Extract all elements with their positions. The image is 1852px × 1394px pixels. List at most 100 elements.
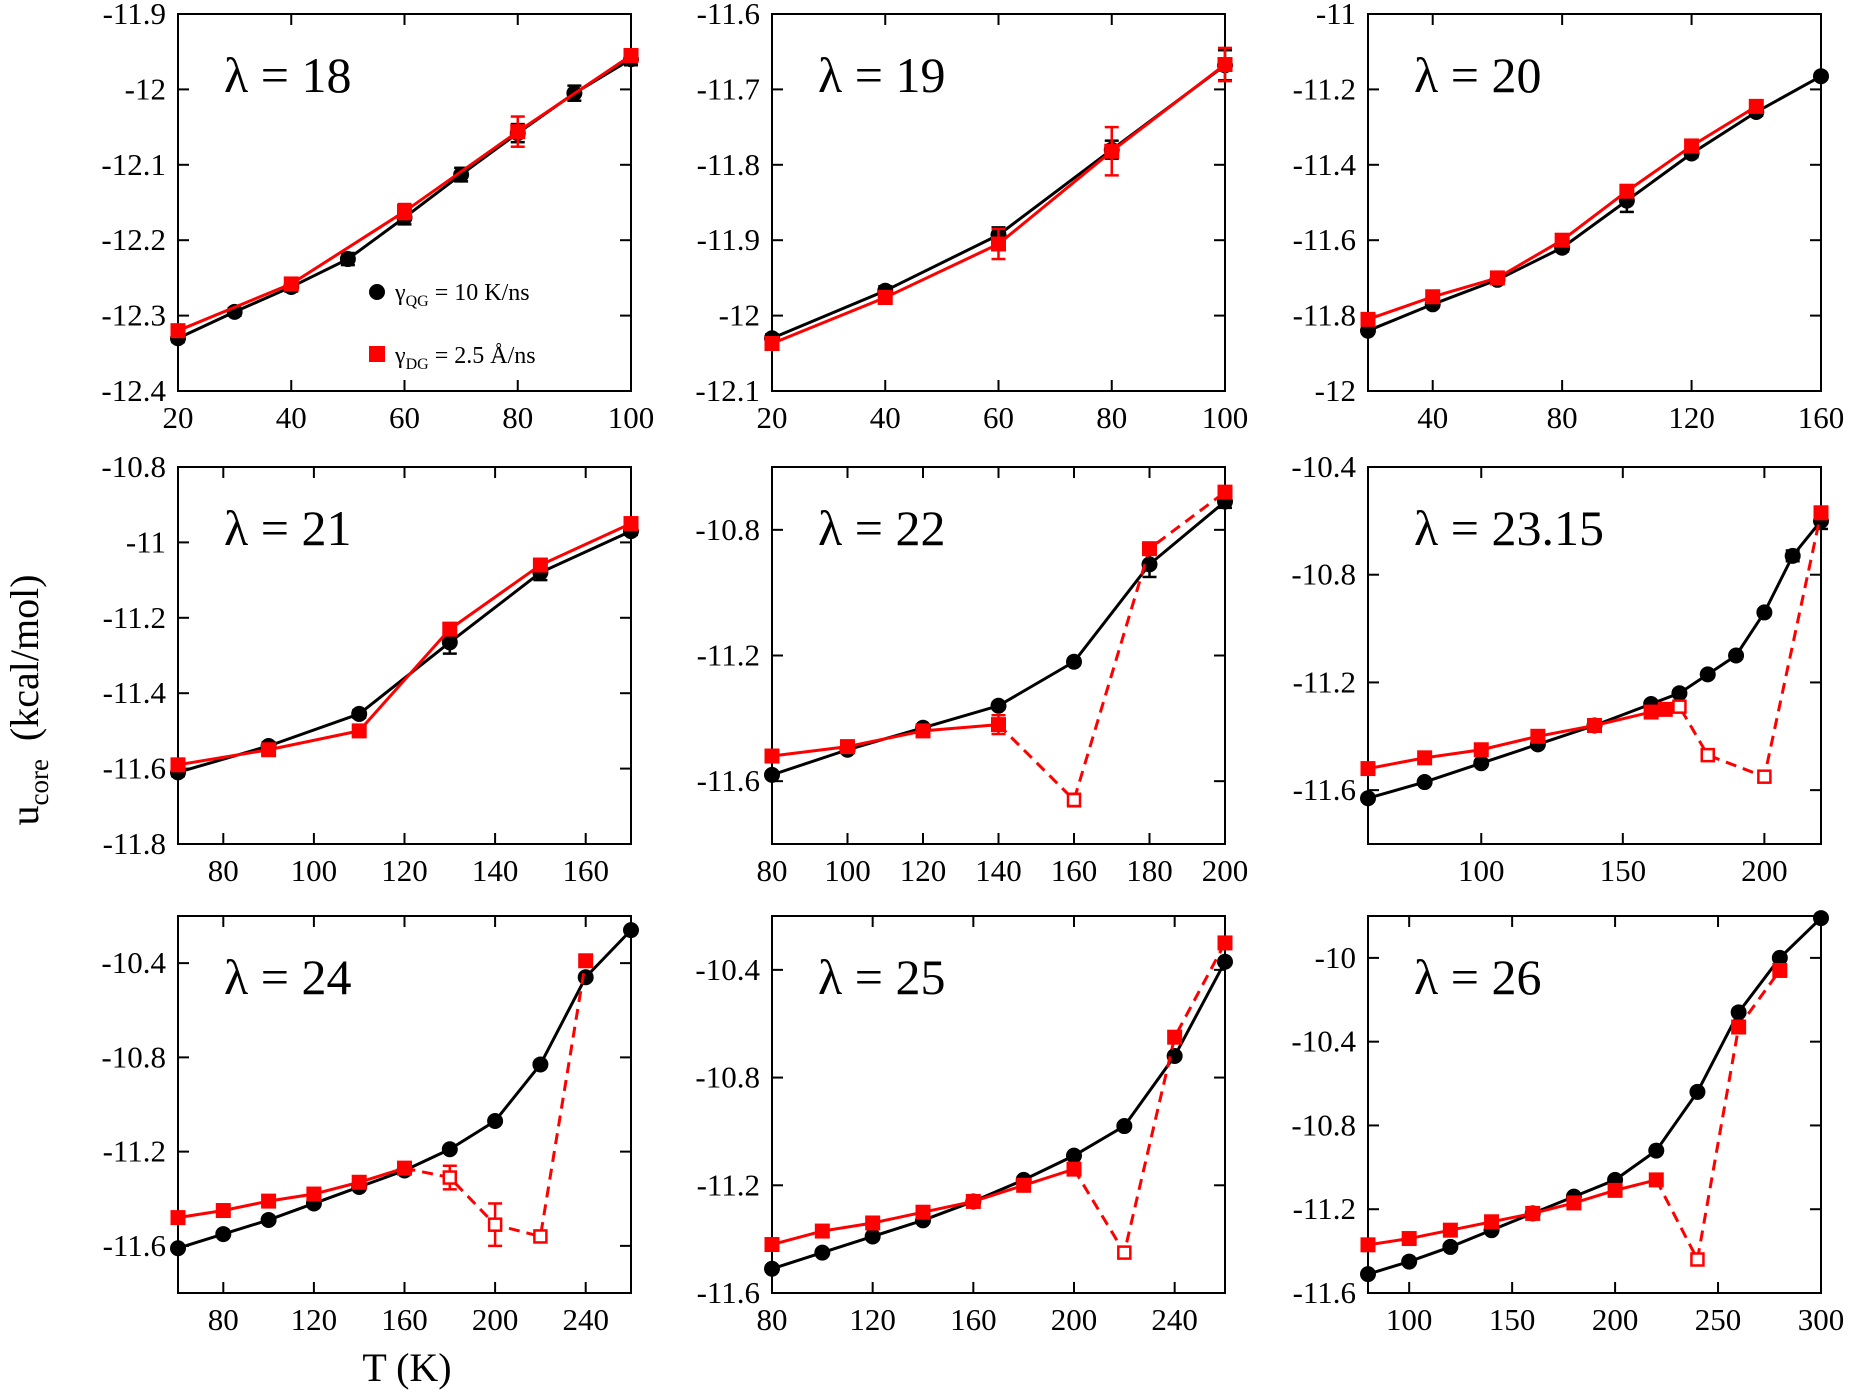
series-line xyxy=(177,522,632,767)
x-tick-label: 160 xyxy=(562,853,609,888)
series-dg xyxy=(170,47,639,339)
series-line-dashed xyxy=(997,490,1226,803)
x-tick-label: 60 xyxy=(983,400,1014,435)
y-tick-label: -11.4 xyxy=(103,675,167,710)
x-tick-label: 120 xyxy=(900,853,947,888)
x-tick-label: 200 xyxy=(1741,853,1788,888)
data-point xyxy=(1489,270,1505,286)
data-point xyxy=(1554,232,1570,248)
y-tick-label: -11.6 xyxy=(697,1275,760,1310)
series-dg xyxy=(1360,98,1764,327)
series-qg xyxy=(170,523,639,781)
y-tick-label: -11.6 xyxy=(103,1228,166,1263)
x-tick-label: 160 xyxy=(381,1302,428,1337)
y-axis-title: ucore (kcal/mol) xyxy=(2,574,54,825)
x-tick-label: 20 xyxy=(163,400,194,435)
y-tick-label: -11.2 xyxy=(1293,1191,1356,1226)
series-line-dashed xyxy=(1072,942,1227,1257)
x-tick-label: 60 xyxy=(389,400,420,435)
data-point-hollow xyxy=(1672,699,1687,714)
panel-4: 80 100 120 140 160 -11.8 -11.6 -11.4 -11.2 -11 -10… xyxy=(101,449,639,888)
panel-3: 40 80 120 160 -12 -11.8 -11.6 -11.4 -11.2 -11 λ = … xyxy=(1293,0,1845,435)
x-tick-label: 300 xyxy=(1798,1302,1845,1337)
panel-9: 100 150 200 250 300 -11.6 -11.2 -10.8 -10.4 -10 λ … xyxy=(1291,910,1844,1337)
data-point xyxy=(623,922,639,939)
y-tick-label: -12.2 xyxy=(101,222,166,257)
x-tick-label: 100 xyxy=(824,853,871,888)
data-point xyxy=(1401,1253,1418,1270)
panels-group: 20 40 60 80 100 -12.4 -12.3 -12.2 -12.1 -12 -11.9 λ… xyxy=(101,0,1844,1337)
data-point-hollow xyxy=(1117,1245,1132,1260)
data-point xyxy=(1473,755,1490,772)
y-tick-label: -10.4 xyxy=(1291,1024,1356,1059)
data-point xyxy=(1066,653,1082,670)
data-point xyxy=(1648,1142,1665,1159)
y-tick-label: -12.1 xyxy=(101,147,166,182)
y-tick-label: -12.1 xyxy=(695,373,760,408)
y-axis-title-subscript: core xyxy=(24,759,54,805)
y-tick-label: -11.2 xyxy=(1293,71,1356,106)
data-point xyxy=(306,1186,322,1202)
x-tick-label: 250 xyxy=(1695,1302,1742,1337)
x-tick-label: 80 xyxy=(757,1302,788,1337)
y-tick-label: -10.8 xyxy=(695,1060,760,1095)
data-point xyxy=(623,47,639,63)
data-point xyxy=(261,1193,277,1209)
data-point xyxy=(1442,1222,1458,1238)
y-tick-label: -11.6 xyxy=(1293,222,1356,257)
series-dg xyxy=(170,516,639,773)
series-dg xyxy=(1360,962,1788,1267)
data-point xyxy=(170,1240,186,1257)
y-tick-label: -10.4 xyxy=(101,945,166,980)
y-tick-label: -11.4 xyxy=(1293,147,1357,182)
data-point xyxy=(260,1211,277,1228)
x-tick-label: 120 xyxy=(291,1302,338,1337)
panel-1: 20 40 60 80 100 -12.4 -12.3 -12.2 -12.1 -12 -11.9 λ… xyxy=(101,0,654,435)
data-point xyxy=(864,1228,881,1245)
x-tick-label: 80 xyxy=(502,400,533,435)
data-point xyxy=(1417,750,1433,766)
panel-8: 80 120 160 200 240 -11.6 -11.2 -10.8 -10.4 λ = 25 xyxy=(695,915,1233,1337)
y-tick-label: -11.6 xyxy=(697,0,760,31)
plot-frame xyxy=(1367,915,1822,1294)
legend-dg-symbol: γ xyxy=(394,343,406,369)
data-point xyxy=(1748,98,1764,114)
x-tick-label: 80 xyxy=(1096,400,1127,435)
panel-title: λ = 21 xyxy=(224,500,351,556)
y-tick-label: -11.6 xyxy=(1293,772,1356,807)
data-point xyxy=(532,1056,549,1073)
panel-title: λ = 18 xyxy=(224,47,351,103)
x-tick-label: 40 xyxy=(1417,400,1448,435)
data-point xyxy=(397,204,412,220)
y-tick-label: -10.8 xyxy=(101,1039,166,1074)
data-point xyxy=(1699,666,1716,683)
data-point xyxy=(1116,1118,1133,1135)
panel-title: λ = 20 xyxy=(1414,47,1541,103)
data-point xyxy=(1771,949,1788,966)
data-point xyxy=(487,1112,504,1129)
x-tick-label: 180 xyxy=(1126,853,1173,888)
data-point xyxy=(814,1244,831,1261)
data-point xyxy=(1016,1177,1032,1193)
data-point xyxy=(1728,647,1745,664)
y-tick-label: -12 xyxy=(1315,373,1356,408)
data-point xyxy=(1141,556,1158,573)
data-point-hollow xyxy=(533,1229,548,1244)
x-tick-label: 100 xyxy=(1458,853,1505,888)
data-point xyxy=(1217,935,1233,951)
legend-label-dg: γDG = 2.5 Å/ns xyxy=(394,343,536,373)
x-tick-label: 120 xyxy=(381,853,428,888)
y-tick-label: -10.8 xyxy=(1291,557,1356,592)
data-point xyxy=(764,1260,780,1277)
data-point xyxy=(623,516,639,532)
data-point xyxy=(1167,1029,1183,1045)
data-point xyxy=(1813,505,1829,521)
x-tick-label: 40 xyxy=(870,400,901,435)
y-axis-title-symbol: u xyxy=(2,806,47,826)
x-tick-label: 140 xyxy=(975,853,1022,888)
data-point xyxy=(1784,547,1801,564)
data-point xyxy=(915,1204,931,1220)
x-tick-label: 240 xyxy=(562,1302,609,1337)
data-point xyxy=(351,723,367,739)
